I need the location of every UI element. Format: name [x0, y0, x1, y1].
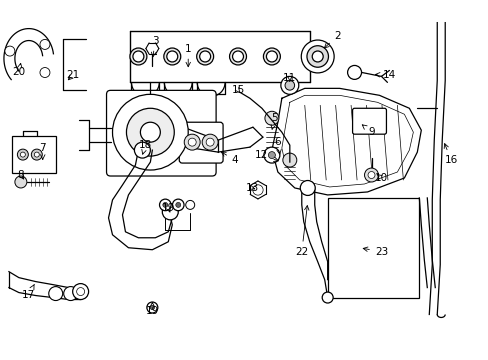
Circle shape	[232, 51, 243, 62]
FancyBboxPatch shape	[12, 136, 56, 173]
Circle shape	[20, 152, 25, 157]
Circle shape	[40, 68, 50, 77]
Circle shape	[140, 122, 160, 142]
Text: 15: 15	[231, 85, 244, 95]
Circle shape	[163, 202, 167, 207]
Circle shape	[252, 185, 263, 195]
Circle shape	[199, 51, 210, 62]
Circle shape	[5, 46, 15, 56]
Circle shape	[367, 171, 374, 179]
Circle shape	[112, 94, 188, 170]
Text: 8: 8	[18, 170, 24, 180]
Text: 11: 11	[283, 73, 296, 84]
Circle shape	[162, 204, 178, 220]
Text: 22: 22	[295, 206, 308, 257]
Text: 19: 19	[145, 302, 159, 316]
Circle shape	[202, 134, 218, 150]
Circle shape	[134, 142, 150, 158]
Text: 17: 17	[22, 284, 36, 300]
Bar	[327, 198, 419, 298]
Circle shape	[229, 48, 246, 65]
Circle shape	[372, 116, 382, 126]
Circle shape	[146, 302, 158, 313]
Circle shape	[172, 199, 183, 211]
Circle shape	[49, 287, 62, 301]
Circle shape	[184, 134, 200, 150]
Circle shape	[163, 48, 181, 65]
Circle shape	[264, 111, 278, 125]
FancyBboxPatch shape	[106, 90, 216, 176]
Circle shape	[185, 201, 194, 210]
Circle shape	[196, 48, 213, 65]
Circle shape	[322, 292, 332, 303]
Circle shape	[40, 40, 50, 49]
Text: 20: 20	[12, 63, 25, 77]
Circle shape	[268, 152, 275, 159]
Text: 23: 23	[363, 247, 387, 257]
Text: 16: 16	[443, 144, 457, 165]
Circle shape	[300, 180, 315, 195]
Text: 5: 5	[270, 113, 278, 129]
Circle shape	[18, 149, 28, 160]
Circle shape	[159, 199, 171, 211]
Circle shape	[364, 168, 378, 182]
Circle shape	[150, 305, 154, 310]
Circle shape	[285, 81, 294, 90]
Circle shape	[206, 138, 214, 146]
Circle shape	[306, 46, 328, 67]
Circle shape	[133, 51, 143, 62]
Circle shape	[266, 51, 277, 62]
Circle shape	[130, 48, 146, 65]
FancyBboxPatch shape	[179, 122, 223, 163]
Circle shape	[188, 138, 196, 146]
Circle shape	[126, 108, 174, 156]
Circle shape	[175, 202, 181, 207]
Text: 9: 9	[362, 125, 374, 137]
Text: 19: 19	[162, 203, 175, 213]
Circle shape	[312, 51, 323, 62]
Circle shape	[301, 40, 333, 73]
Text: 10: 10	[374, 173, 387, 183]
Text: 21: 21	[66, 71, 79, 80]
Circle shape	[359, 116, 369, 126]
Text: 14: 14	[375, 71, 395, 80]
Text: 3: 3	[151, 36, 158, 57]
FancyBboxPatch shape	[352, 108, 386, 134]
Circle shape	[73, 284, 88, 300]
Circle shape	[63, 287, 78, 301]
Text: 18: 18	[139, 140, 152, 154]
Circle shape	[31, 149, 42, 160]
Text: 1: 1	[184, 44, 191, 67]
Text: 7: 7	[40, 143, 46, 159]
Circle shape	[280, 76, 298, 94]
Text: 13: 13	[245, 183, 258, 193]
Text: 2: 2	[324, 31, 340, 48]
Circle shape	[264, 147, 279, 163]
Circle shape	[34, 152, 39, 157]
Circle shape	[166, 51, 178, 62]
Circle shape	[263, 48, 280, 65]
Text: 4: 4	[221, 152, 238, 165]
Text: 12: 12	[255, 150, 278, 162]
Circle shape	[15, 176, 27, 188]
Text: 6: 6	[274, 137, 281, 154]
Circle shape	[347, 66, 361, 80]
Circle shape	[282, 153, 296, 167]
